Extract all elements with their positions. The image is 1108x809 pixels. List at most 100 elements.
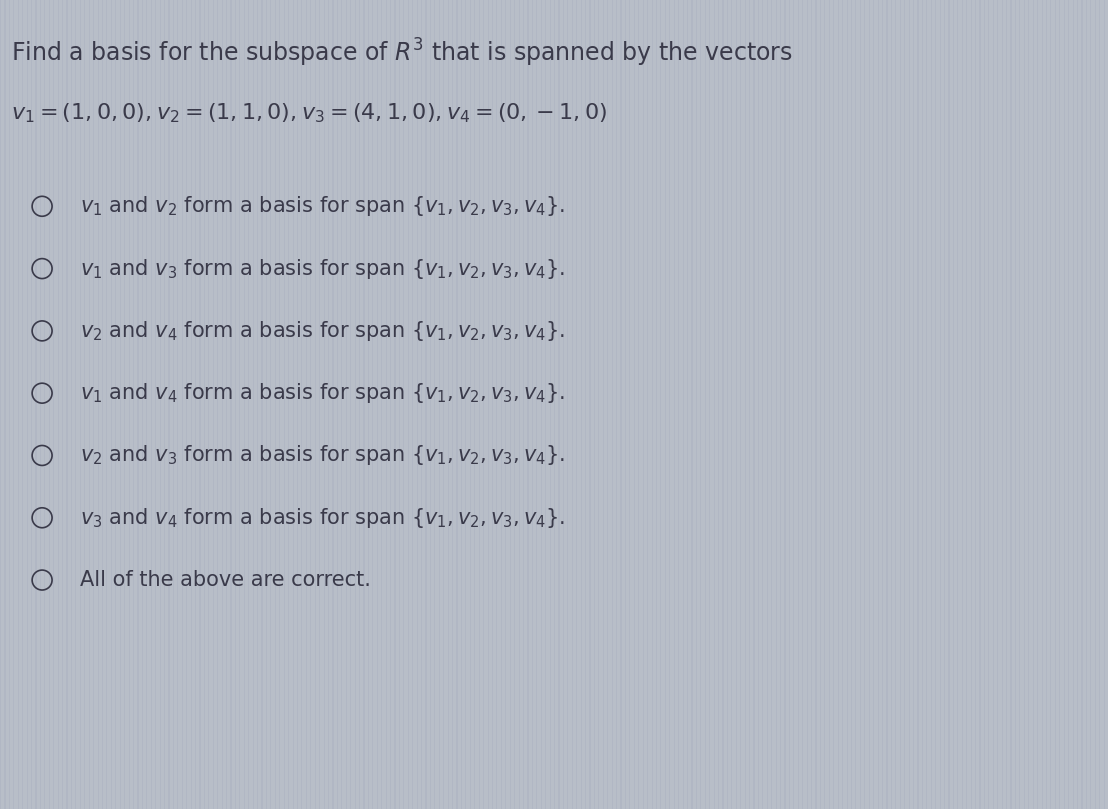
Bar bbox=[253, 0, 254, 809]
Bar bbox=[443, 0, 444, 809]
Text: $v_1$ and $v_3$ form a basis for span $\{v_1, v_2, v_3, v_4\}$.: $v_1$ and $v_3$ form a basis for span $\… bbox=[80, 256, 565, 281]
Bar bbox=[762, 0, 763, 809]
Bar bbox=[474, 0, 475, 809]
Bar bbox=[598, 0, 599, 809]
Bar bbox=[838, 0, 839, 809]
Bar bbox=[793, 0, 794, 809]
Bar bbox=[129, 0, 130, 809]
Bar bbox=[505, 0, 506, 809]
Bar bbox=[979, 0, 981, 809]
Bar bbox=[452, 0, 453, 809]
Bar bbox=[869, 0, 870, 809]
Bar bbox=[368, 0, 369, 809]
Bar bbox=[306, 0, 307, 809]
Bar bbox=[337, 0, 338, 809]
Text: $v_1$ and $v_2$ form a basis for span $\{v_1, v_2, v_3, v_4\}$.: $v_1$ and $v_2$ form a basis for span $\… bbox=[80, 194, 565, 218]
Bar bbox=[709, 0, 710, 809]
Bar bbox=[496, 0, 497, 809]
Bar bbox=[935, 0, 936, 809]
Bar bbox=[878, 0, 879, 809]
Bar bbox=[18, 0, 19, 809]
Bar bbox=[217, 0, 218, 809]
Bar bbox=[204, 0, 205, 809]
Text: $v_2$ and $v_3$ form a basis for span $\{v_1, v_2, v_3, v_4\}$.: $v_2$ and $v_3$ form a basis for span $\… bbox=[80, 443, 565, 468]
Bar bbox=[488, 0, 489, 809]
Bar bbox=[151, 0, 152, 809]
Bar bbox=[1099, 0, 1100, 809]
Bar bbox=[359, 0, 360, 809]
Bar bbox=[133, 0, 134, 809]
Bar bbox=[111, 0, 112, 809]
Bar bbox=[909, 0, 910, 809]
Bar bbox=[745, 0, 746, 809]
Bar bbox=[705, 0, 706, 809]
Bar bbox=[226, 0, 227, 809]
Bar bbox=[953, 0, 954, 809]
Bar bbox=[589, 0, 591, 809]
Bar bbox=[270, 0, 271, 809]
Bar bbox=[394, 0, 396, 809]
Bar bbox=[120, 0, 121, 809]
Bar bbox=[594, 0, 595, 809]
Bar bbox=[957, 0, 958, 809]
Bar bbox=[363, 0, 365, 809]
Bar bbox=[629, 0, 630, 809]
Bar bbox=[1064, 0, 1065, 809]
Bar bbox=[124, 0, 125, 809]
Bar bbox=[279, 0, 280, 809]
Bar bbox=[275, 0, 276, 809]
Bar bbox=[22, 0, 23, 809]
Bar bbox=[381, 0, 382, 809]
Bar bbox=[195, 0, 196, 809]
Bar bbox=[643, 0, 644, 809]
Bar bbox=[802, 0, 803, 809]
Bar bbox=[177, 0, 178, 809]
Text: Find a basis for the subspace of $R^3$ that is spanned by the vectors: Find a basis for the subspace of $R^3$ t… bbox=[11, 36, 793, 69]
Bar bbox=[168, 0, 170, 809]
Bar bbox=[558, 0, 560, 809]
Bar bbox=[293, 0, 294, 809]
Bar bbox=[1033, 0, 1034, 809]
Bar bbox=[75, 0, 76, 809]
Bar bbox=[997, 0, 998, 809]
Bar bbox=[186, 0, 187, 809]
Bar bbox=[638, 0, 639, 809]
Bar bbox=[461, 0, 462, 809]
Bar bbox=[665, 0, 666, 809]
Bar bbox=[106, 0, 107, 809]
Bar bbox=[563, 0, 564, 809]
Bar bbox=[230, 0, 232, 809]
Bar bbox=[1104, 0, 1105, 809]
Text: All of the above are correct.: All of the above are correct. bbox=[80, 570, 371, 590]
Bar bbox=[355, 0, 356, 809]
Bar bbox=[403, 0, 404, 809]
Bar bbox=[940, 0, 941, 809]
Bar bbox=[421, 0, 422, 809]
Bar bbox=[789, 0, 790, 809]
Bar bbox=[412, 0, 413, 809]
Bar bbox=[434, 0, 435, 809]
Bar bbox=[1059, 0, 1060, 809]
Bar bbox=[425, 0, 427, 809]
Bar bbox=[465, 0, 466, 809]
Bar bbox=[483, 0, 484, 809]
Bar bbox=[873, 0, 874, 809]
Bar bbox=[674, 0, 675, 809]
Bar bbox=[257, 0, 258, 809]
Bar bbox=[27, 0, 28, 809]
Bar bbox=[820, 0, 821, 809]
Text: $v_1=(1,0,0), v_2=(1,1,0), v_3=(4,1,0), v_4=(0,-1,0)$: $v_1=(1,0,0), v_2=(1,1,0), v_3=(4,1,0), … bbox=[11, 101, 607, 125]
Bar bbox=[98, 0, 99, 809]
Bar bbox=[160, 0, 161, 809]
Bar bbox=[248, 0, 249, 809]
Bar bbox=[332, 0, 334, 809]
Bar bbox=[93, 0, 94, 809]
Bar bbox=[882, 0, 883, 809]
Bar bbox=[439, 0, 440, 809]
Bar bbox=[714, 0, 715, 809]
Bar bbox=[470, 0, 471, 809]
Bar bbox=[758, 0, 759, 809]
Bar bbox=[917, 0, 919, 809]
Bar bbox=[191, 0, 192, 809]
Bar bbox=[310, 0, 311, 809]
